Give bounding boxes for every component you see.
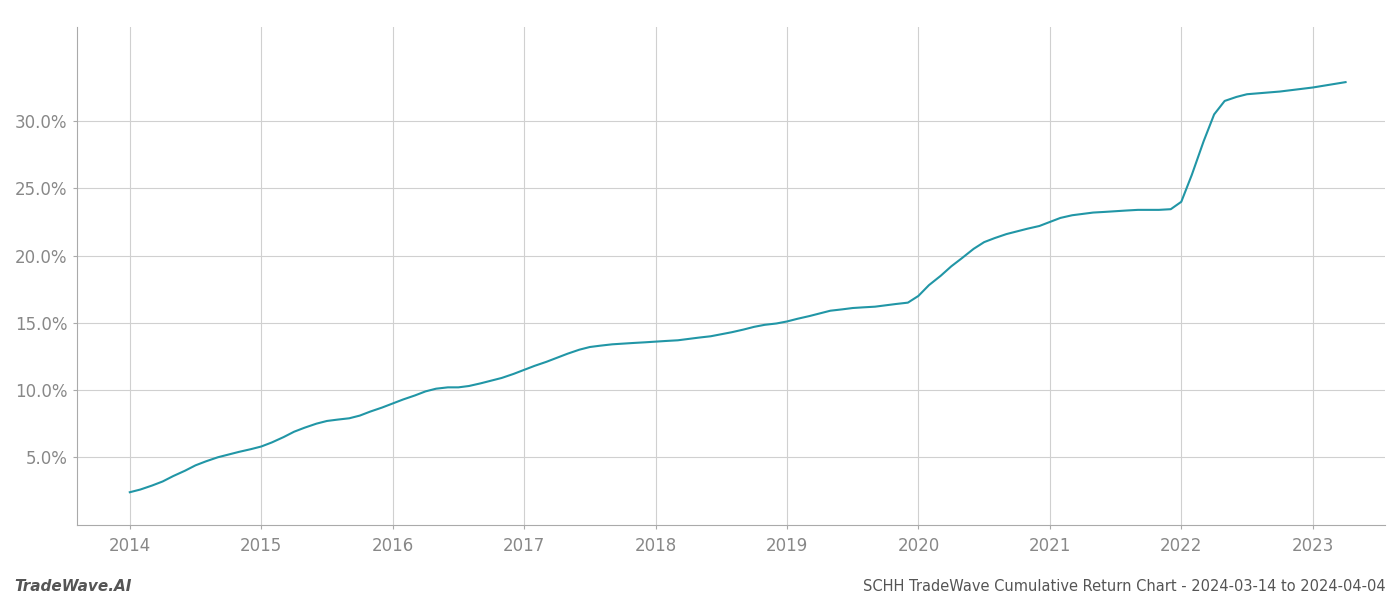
Text: SCHH TradeWave Cumulative Return Chart - 2024-03-14 to 2024-04-04: SCHH TradeWave Cumulative Return Chart -… bbox=[864, 579, 1386, 594]
Text: TradeWave.AI: TradeWave.AI bbox=[14, 579, 132, 594]
